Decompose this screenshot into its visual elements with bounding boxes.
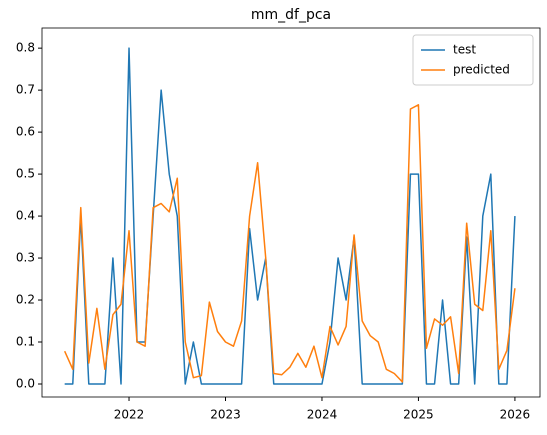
line-series — [64, 47, 516, 385]
y-tick-label: 0.5 — [16, 167, 35, 181]
line-series — [63, 104, 516, 383]
axes-frame — [41, 27, 541, 398]
y-tick-label: 0.1 — [16, 335, 35, 349]
y-tick-label: 0.4 — [16, 209, 35, 223]
y-tick-label: 0.8 — [16, 41, 35, 55]
y-tick-label: 0.3 — [16, 251, 35, 265]
x-tick-label: 2026 — [500, 408, 531, 422]
legend-label: test — [453, 43, 476, 57]
x-tick-label: 2022 — [114, 408, 145, 422]
y-tick-label: 0.6 — [16, 125, 35, 139]
y-tick-label: 0.7 — [16, 83, 35, 97]
chart-title: mm_df_pca — [251, 7, 331, 23]
y-tick-label: 0.2 — [16, 293, 35, 307]
x-tick-label: 2024 — [307, 408, 338, 422]
x-tick-label: 2023 — [210, 408, 241, 422]
legend-box — [412, 34, 534, 86]
x-tick-label: 2025 — [403, 408, 434, 422]
y-tick-label: 0.0 — [16, 376, 35, 390]
legend-label: predicted — [453, 63, 510, 77]
